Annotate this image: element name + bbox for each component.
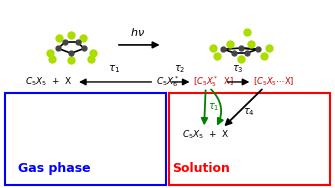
Text: [$C_5X_5^*$  X]: [$C_5X_5^*$ X] [193, 74, 234, 89]
Text: $\tau_1$: $\tau_1$ [108, 64, 121, 75]
Text: [$C_5X_5$$\cdots$X]: [$C_5X_5$$\cdots$X] [253, 76, 294, 88]
Text: $C_5X_5$  +  X: $C_5X_5$ + X [25, 76, 72, 88]
Text: $\tau_4$: $\tau_4$ [243, 107, 255, 118]
Text: $C_5X_5$  +  X: $C_5X_5$ + X [182, 129, 229, 141]
Text: $\tau_2$: $\tau_2$ [175, 64, 186, 75]
Text: $C_5X_6^*$: $C_5X_6^*$ [155, 74, 179, 89]
Text: Solution: Solution [173, 162, 230, 175]
Text: $\tau_3$: $\tau_3$ [232, 64, 244, 75]
Text: Gas phase: Gas phase [18, 162, 91, 175]
Text: $h\nu$: $h\nu$ [130, 27, 145, 38]
Text: $\tau_1$: $\tau_1$ [208, 101, 219, 113]
